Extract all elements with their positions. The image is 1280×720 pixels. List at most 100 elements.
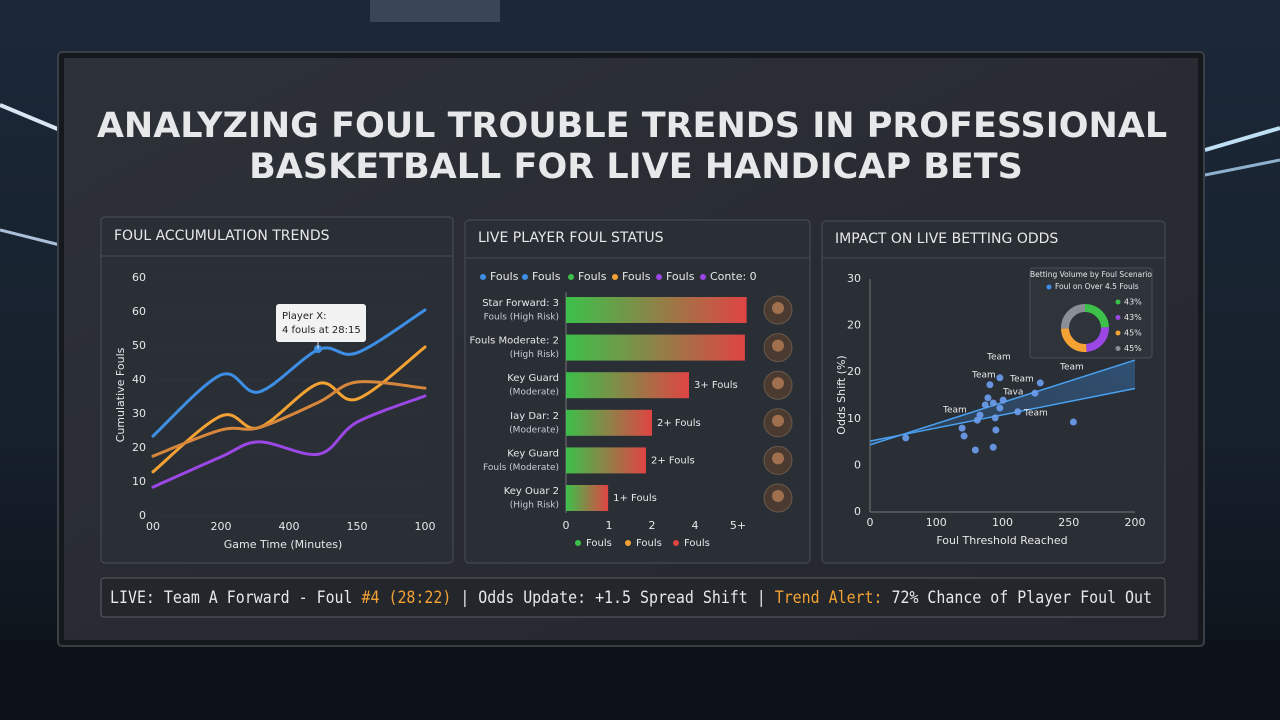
ceiling-light [0, 103, 61, 132]
scatter-point [960, 432, 968, 440]
point-annotation: Tava [1002, 388, 1023, 398]
annotation-text: Player X: [282, 311, 327, 322]
scatter-point [996, 374, 1004, 382]
y-tick-label: 60 [132, 271, 146, 284]
category-label: Star Forward: 3 [482, 298, 559, 309]
legend-swatch [568, 274, 574, 280]
scatter-point [958, 424, 966, 432]
donut-label: 45% [1124, 329, 1142, 338]
scatter-point [976, 411, 984, 419]
y-tick-label: 20 [132, 441, 146, 454]
panel [100, 216, 454, 564]
y-tick-label: 0 [854, 505, 861, 518]
x-tick-label: 0 [563, 519, 570, 532]
y-axis-label: Odds Shift (%) [835, 355, 848, 434]
scatter-point [1014, 408, 1022, 416]
annotation-text: 4 fouls at 28:15 [282, 325, 361, 336]
scatter-point [981, 401, 989, 409]
ticker-text: LIVE: Team A Forward - Foul #4 (28:22) |… [110, 588, 1152, 607]
inset-title: Betting Volume by Foul Scenario [1030, 270, 1152, 279]
x-axis-label: Game Time (Minutes) [224, 538, 343, 551]
ticker-segment: LIVE: Team A Forward - Foul [110, 588, 362, 607]
player-avatar-face [772, 339, 784, 352]
x-tick-label: 250 [1058, 516, 1079, 529]
x-tick-label: 5+ [730, 519, 746, 532]
x-tick-label: 0 [867, 516, 874, 529]
player-avatar-face [772, 302, 784, 314]
legend-swatch [522, 274, 528, 280]
y-tick-label: 30 [132, 407, 146, 420]
scatter-point [992, 426, 1000, 434]
donut-segment [1061, 304, 1109, 352]
title-line: BASKETBALL FOR LIVE HANDICAP BETS [249, 147, 1023, 187]
scatter-point [971, 446, 979, 454]
donut-segment [1061, 304, 1109, 352]
panel-title: IMPACT ON LIVE BETTING ODDS [835, 231, 1058, 247]
category-label: (Moderate) [509, 425, 559, 435]
donut-label: 43% [1124, 298, 1142, 307]
y-tick-label: 20 [847, 319, 861, 332]
x-tick-label: 150 [347, 520, 368, 533]
scatter-point [984, 394, 992, 402]
x-tick-label: 100 [926, 516, 947, 529]
point-annotation: Team [971, 371, 996, 381]
legend-swatch [1046, 284, 1052, 290]
ticker-box [100, 577, 1166, 618]
bar [566, 485, 609, 511]
trend-line [869, 387, 1136, 442]
value-label: 3+ Fouls [694, 380, 738, 391]
ceiling-light [1204, 126, 1280, 152]
category-label: Fouls (High Risk) [484, 313, 559, 323]
ticker-segment: 72% Chance of Player Foul Out [883, 588, 1152, 607]
y-tick-label: 60 [132, 305, 146, 318]
legend-swatch [1115, 315, 1121, 320]
scatter-point [996, 404, 1004, 412]
panel-title: FOUL ACCUMULATION TRENDS [114, 228, 330, 244]
y-tick-label: 10 [847, 412, 861, 425]
legend-label: Fouls [622, 270, 651, 283]
y-tick-label: 0 [139, 509, 146, 522]
scatter-point [1069, 418, 1077, 426]
legend-label: Conte: 0 [710, 270, 757, 283]
bar [566, 409, 652, 436]
y-tick-label: 40 [132, 373, 146, 386]
player-avatar-face [772, 490, 784, 502]
series-line [151, 308, 427, 438]
legend-label: Fouls [532, 270, 561, 283]
annotation-box [276, 304, 366, 342]
value-label: 2+ Fouls [651, 455, 695, 466]
panel-title: LIVE PLAYER FOUL STATUS [478, 230, 664, 246]
series-line [151, 345, 427, 474]
category-label: (High Risk) [510, 350, 559, 360]
floor [0, 640, 1280, 720]
ticker-segment: #4 (28:22) [362, 588, 452, 607]
scatter-point [1036, 379, 1044, 387]
legend-swatch [480, 274, 486, 280]
scatter-point [902, 434, 910, 442]
scatter-point [986, 381, 994, 389]
x-tick-label: 1 [606, 519, 613, 532]
legend-label: Fouls [666, 270, 695, 283]
scatter-point [989, 399, 997, 407]
category-label: (Moderate) [509, 388, 559, 398]
x-tick-label: 100 [992, 516, 1013, 529]
point-annotation: Team [1023, 409, 1048, 419]
x-tick-label: 100 [415, 520, 436, 533]
legend-label: Fouls [684, 538, 710, 549]
scatter-point [989, 443, 997, 451]
x-tick-label: 400 [279, 520, 300, 533]
point-annotation: Team [986, 353, 1011, 363]
title-line: ANALYZING FOUL TROUBLE TRENDS IN PROFESS… [97, 106, 1167, 146]
ticker-segment: Trend Alert: [775, 588, 883, 607]
category-label: Iay Dar: 2 [510, 411, 559, 422]
x-tick-label: 2 [649, 519, 656, 532]
scatter-point [1031, 389, 1039, 397]
series-line [151, 380, 427, 458]
legend-label: Fouls [578, 270, 607, 283]
bar [566, 334, 745, 361]
y-tick-label: 0 [854, 458, 861, 471]
y-tick-label: 20 [847, 365, 861, 378]
y-tick-label: 10 [132, 475, 146, 488]
legend-swatch [1115, 346, 1121, 351]
